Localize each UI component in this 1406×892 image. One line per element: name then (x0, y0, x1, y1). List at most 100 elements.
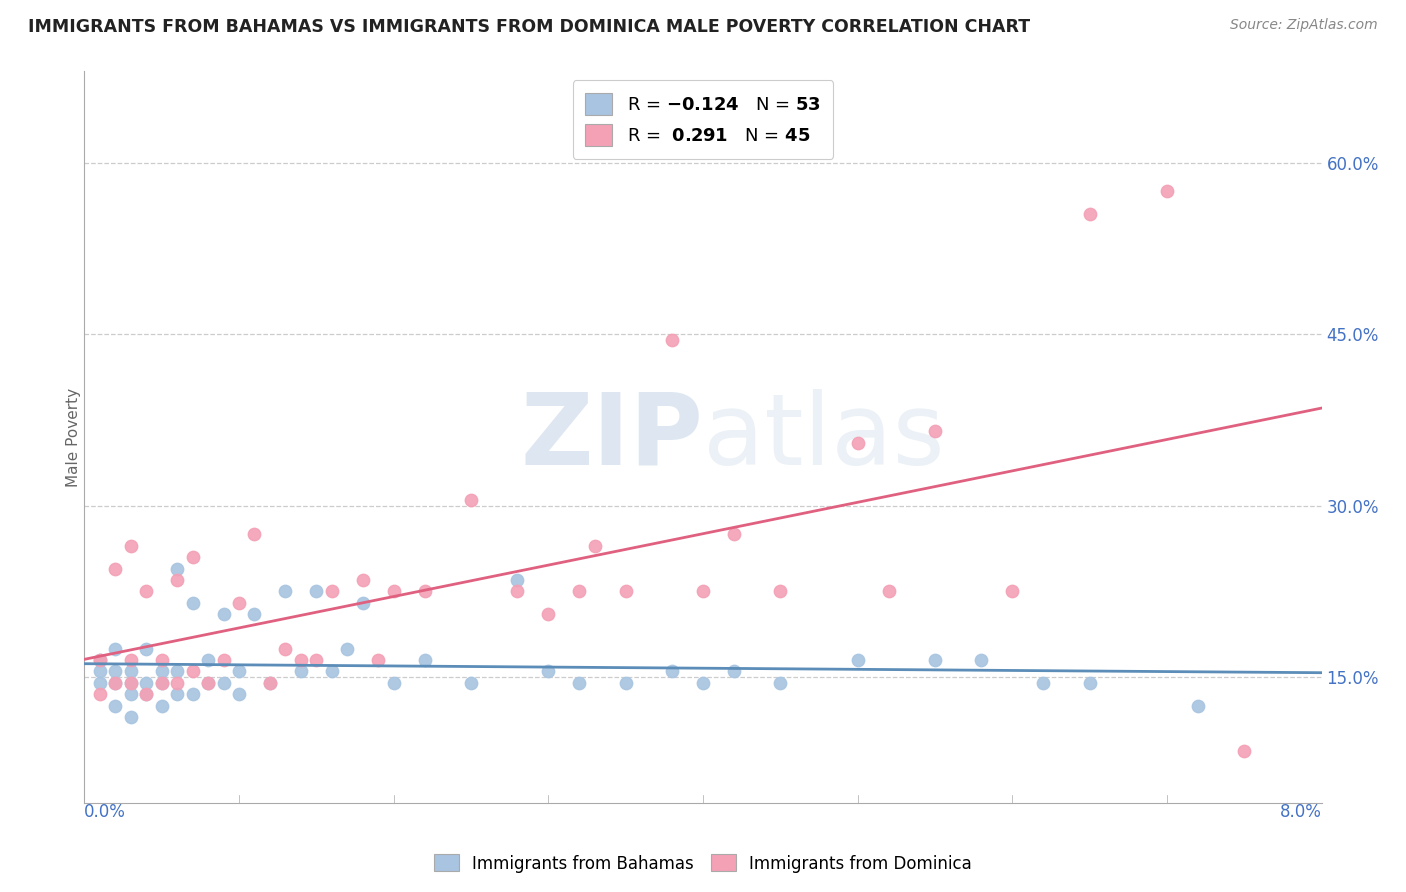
Point (413, 584, 436, 599)
Point (1233, 744, 1256, 758)
Point (661, 665, 683, 679)
Point (506, 573, 529, 587)
Point (150, 675, 173, 690)
Point (212, 675, 235, 690)
Point (135, 584, 157, 599)
Point (924, 425, 946, 439)
Point (877, 584, 900, 599)
Point (228, 596, 250, 610)
Point (382, 675, 405, 690)
Point (614, 675, 637, 690)
Legend: R = $\mathbf{-0.124}$   N = $\mathbf{53}$, R =  $\mathbf{0.291}$   N = $\mathbf{: R = $\mathbf{-0.124}$ N = $\mathbf{53}$,… (572, 80, 834, 159)
Point (135, 687, 157, 701)
Point (924, 653, 946, 667)
Point (970, 653, 993, 667)
Y-axis label: Male Poverty: Male Poverty (66, 387, 80, 487)
Point (166, 573, 188, 587)
Point (120, 665, 142, 679)
Point (89, 653, 111, 667)
Text: Source: ZipAtlas.com: Source: ZipAtlas.com (1230, 18, 1378, 32)
Legend: Immigrants from Bahamas, Immigrants from Dominica: Immigrants from Bahamas, Immigrants from… (427, 847, 979, 880)
Point (212, 653, 235, 667)
Point (336, 641, 359, 656)
Point (89, 665, 111, 679)
Point (89, 687, 111, 701)
Point (274, 641, 297, 656)
Point (692, 675, 714, 690)
Point (150, 653, 173, 667)
Point (120, 687, 142, 701)
Point (197, 653, 219, 667)
Point (120, 675, 142, 690)
Point (568, 584, 591, 599)
Point (120, 710, 142, 724)
Text: ZIP: ZIP (520, 389, 703, 485)
Point (104, 675, 127, 690)
Point (181, 687, 204, 701)
Point (537, 607, 560, 622)
Point (104, 698, 127, 713)
Point (537, 665, 560, 679)
Point (243, 527, 266, 541)
Point (661, 333, 683, 347)
Point (135, 687, 157, 701)
Point (723, 527, 745, 541)
Point (583, 539, 606, 553)
Text: IMMIGRANTS FROM BAHAMAS VS IMMIGRANTS FROM DOMINICA MALE POVERTY CORRELATION CHA: IMMIGRANTS FROM BAHAMAS VS IMMIGRANTS FR… (28, 18, 1031, 36)
Point (104, 665, 127, 679)
Point (104, 561, 127, 575)
Point (120, 675, 142, 690)
Text: 0.0%: 0.0% (84, 803, 127, 821)
Point (228, 665, 250, 679)
Point (243, 607, 266, 622)
Text: 8.0%: 8.0% (1279, 803, 1322, 821)
Point (1078, 207, 1101, 221)
Point (846, 435, 869, 450)
Point (460, 492, 482, 507)
Point (290, 653, 312, 667)
Point (166, 687, 188, 701)
Point (321, 584, 343, 599)
Point (460, 675, 482, 690)
Point (166, 675, 188, 690)
Point (367, 653, 389, 667)
Point (166, 561, 188, 575)
Point (120, 653, 142, 667)
Point (1078, 675, 1101, 690)
Point (1001, 584, 1024, 599)
Point (120, 539, 142, 553)
Point (692, 584, 714, 599)
Point (1032, 675, 1054, 690)
Point (769, 675, 792, 690)
Point (769, 584, 792, 599)
Point (1187, 698, 1209, 713)
Point (150, 698, 173, 713)
Point (413, 653, 436, 667)
Point (1156, 185, 1178, 199)
Point (846, 653, 869, 667)
Point (352, 573, 374, 587)
Point (614, 584, 637, 599)
Point (274, 584, 297, 599)
Point (305, 653, 328, 667)
Point (89, 653, 111, 667)
Point (135, 641, 157, 656)
Point (506, 584, 529, 599)
Point (104, 675, 127, 690)
Point (228, 687, 250, 701)
Point (181, 665, 204, 679)
Point (352, 596, 374, 610)
Point (150, 675, 173, 690)
Point (89, 675, 111, 690)
Point (305, 584, 328, 599)
Point (150, 665, 173, 679)
Point (181, 550, 204, 565)
Point (104, 641, 127, 656)
Point (568, 675, 591, 690)
Point (166, 665, 188, 679)
Point (212, 607, 235, 622)
Point (259, 675, 281, 690)
Point (382, 584, 405, 599)
Point (197, 675, 219, 690)
Point (197, 675, 219, 690)
